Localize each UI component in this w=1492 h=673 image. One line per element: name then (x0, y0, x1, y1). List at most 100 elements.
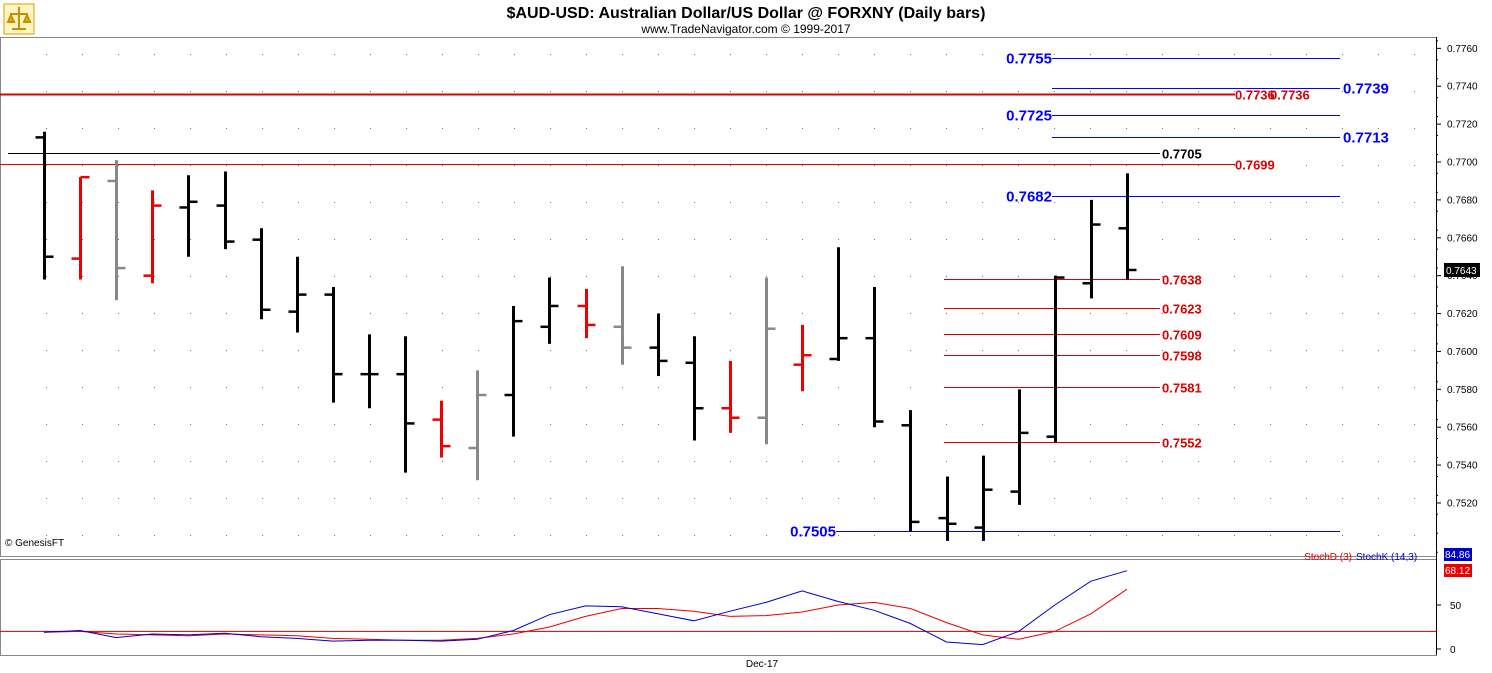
grid-dot (46, 424, 47, 425)
stoch-d-line (43, 588, 1128, 641)
grid-dot (1018, 350, 1019, 351)
grid-dot (838, 91, 839, 92)
grid-dot (874, 91, 875, 92)
grid-dot (1054, 128, 1055, 129)
grid-dot (658, 313, 659, 314)
grid-dot (190, 239, 191, 240)
grid-dot (370, 313, 371, 314)
grid-dot (550, 424, 551, 425)
level-label: 0.7736 (1235, 88, 1275, 103)
grid-dot (946, 91, 947, 92)
grid-dot (694, 239, 695, 240)
grid-dot (118, 128, 119, 129)
grid-dot (982, 239, 983, 240)
grid-dot (1378, 350, 1379, 351)
grid-dot (262, 387, 263, 388)
grid-dot (730, 276, 731, 277)
grid-dot (46, 387, 47, 388)
grid-dot (838, 165, 839, 166)
grid-dot (874, 498, 875, 499)
grid-dot (874, 128, 875, 129)
grid-dot (226, 535, 227, 536)
grid-dot (1270, 202, 1271, 203)
grid-dot (406, 498, 407, 499)
grid-dot (910, 535, 911, 536)
stoch-k-value: 84.86 (1445, 550, 1470, 561)
grid-dot (442, 276, 443, 277)
grid-dot (262, 461, 263, 462)
grid-dot (298, 91, 299, 92)
grid-dot (1270, 276, 1271, 277)
grid-dot (82, 165, 83, 166)
grid-dot (262, 202, 263, 203)
grid-dot (550, 239, 551, 240)
grid-dot (838, 239, 839, 240)
grid-dot (190, 461, 191, 462)
grid-dot (46, 498, 47, 499)
grid-dot (1306, 202, 1307, 203)
grid-dot (802, 54, 803, 55)
grid-dot (1270, 535, 1271, 536)
grid-dot (1342, 387, 1343, 388)
grid-dot (478, 165, 479, 166)
grid-dot (946, 313, 947, 314)
grid-dot (946, 128, 947, 129)
grid-dot (298, 387, 299, 388)
grid-dot (1162, 387, 1163, 388)
chart-header: $AUD-USD: Australian Dollar/US Dollar @ … (507, 5, 986, 36)
grid-dot (190, 91, 191, 92)
grid-dot (1306, 535, 1307, 536)
grid-dot (1018, 535, 1019, 536)
grid-dot (622, 239, 623, 240)
price-tick-label: 0.7720 (1447, 120, 1478, 131)
grid-dot (1162, 165, 1163, 166)
grid-dot (154, 128, 155, 129)
grid-dot (1198, 350, 1199, 351)
grid-dot (46, 461, 47, 462)
grid-dot (298, 202, 299, 203)
last-price-label: 0.7643 (1446, 266, 1477, 277)
grid-dot (190, 535, 191, 536)
grid-dot (1162, 91, 1163, 92)
grid-dot (1306, 239, 1307, 240)
grid-dot (946, 424, 947, 425)
grid-dot (1198, 165, 1199, 166)
grid-dot (802, 535, 803, 536)
grid-dot (946, 239, 947, 240)
grid-dot (1126, 535, 1127, 536)
grid-dot (298, 535, 299, 536)
grid-dot (46, 128, 47, 129)
grid-dot (766, 202, 767, 203)
grid-dot (226, 128, 227, 129)
grid-dot (622, 165, 623, 166)
grid-dot (226, 313, 227, 314)
grid-dot (1378, 424, 1379, 425)
grid-dot (154, 54, 155, 55)
grid-dot (874, 276, 875, 277)
grid-dot (1234, 165, 1235, 166)
grid-dot (1414, 535, 1415, 536)
grid-dot (1018, 313, 1019, 314)
grid-dot (1414, 165, 1415, 166)
grid-dot (766, 276, 767, 277)
grid-dot (442, 387, 443, 388)
grid-dot (550, 128, 551, 129)
grid-dot (1234, 535, 1235, 536)
grid-dot (82, 239, 83, 240)
grid-dot (658, 461, 659, 462)
grid-dot (190, 165, 191, 166)
grid-dot (586, 276, 587, 277)
grid-dot (1090, 461, 1091, 462)
grid-dot (946, 202, 947, 203)
grid-dot (1126, 350, 1127, 351)
grid-dot (262, 424, 263, 425)
grid-dot (442, 202, 443, 203)
price-tick-label: 0.7520 (1447, 498, 1478, 509)
grid-dot (298, 350, 299, 351)
grid-dot (766, 91, 767, 92)
grid-dot (766, 498, 767, 499)
grid-dot (1378, 276, 1379, 277)
grid-dot (262, 54, 263, 55)
grid-dot (370, 128, 371, 129)
